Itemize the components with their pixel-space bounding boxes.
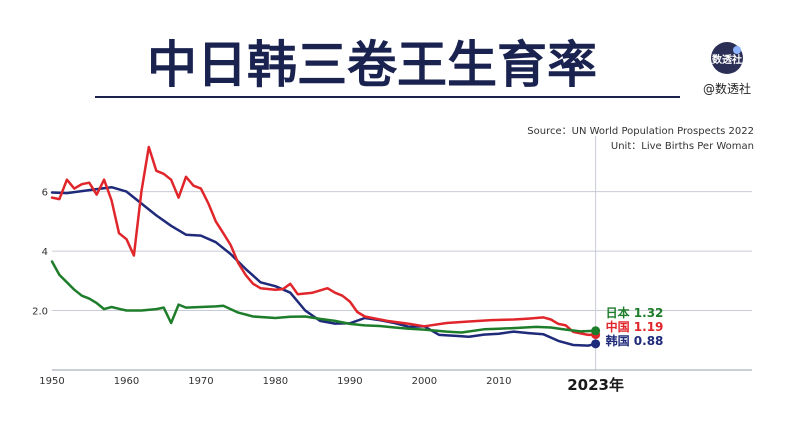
- axes: 2.0 4 6 1950 1960 1970 1980 1990 2000 2010 2023年: [32, 188, 752, 394]
- end-label-china: 中国 1.19: [606, 319, 664, 334]
- endpoint-korea: [591, 339, 601, 349]
- y-tick-label: 4: [42, 247, 48, 258]
- x-tick-label: 1950: [39, 376, 64, 387]
- end-label-korea: 韩国 0.88: [606, 333, 664, 348]
- y-tick-label: 2.0: [32, 307, 48, 318]
- logo: 数透社: [711, 42, 743, 74]
- marker-year-label: 2023年: [567, 376, 624, 394]
- series-line-japan: [50, 260, 597, 334]
- y-tick-label: 6: [42, 188, 48, 199]
- x-tick-label: 1980: [263, 376, 288, 387]
- x-tick-label: 2010: [486, 376, 511, 387]
- series-line-korea: [50, 185, 597, 347]
- logo-text: 数透社: [712, 53, 742, 66]
- grid: [52, 136, 752, 370]
- endpoint-japan: [591, 326, 601, 336]
- x-tick-label: 1990: [337, 376, 362, 387]
- source-line: Source：UN World Population Prospects 202…: [527, 126, 754, 137]
- end-label-japan: 日本 1.32: [606, 305, 664, 320]
- series-line-china: [50, 145, 597, 337]
- logo-globe-icon: [733, 46, 741, 54]
- x-tick-label: 1970: [188, 376, 213, 387]
- x-tick-label: 2000: [412, 376, 437, 387]
- handle-text: @数透社: [703, 81, 751, 96]
- unit-line: Unit：Live Births Per Woman: [611, 141, 754, 152]
- chart-title: 中日韩三卷王生育率: [147, 36, 597, 94]
- x-tick-label: 1960: [114, 376, 139, 387]
- series-lines: [50, 145, 601, 349]
